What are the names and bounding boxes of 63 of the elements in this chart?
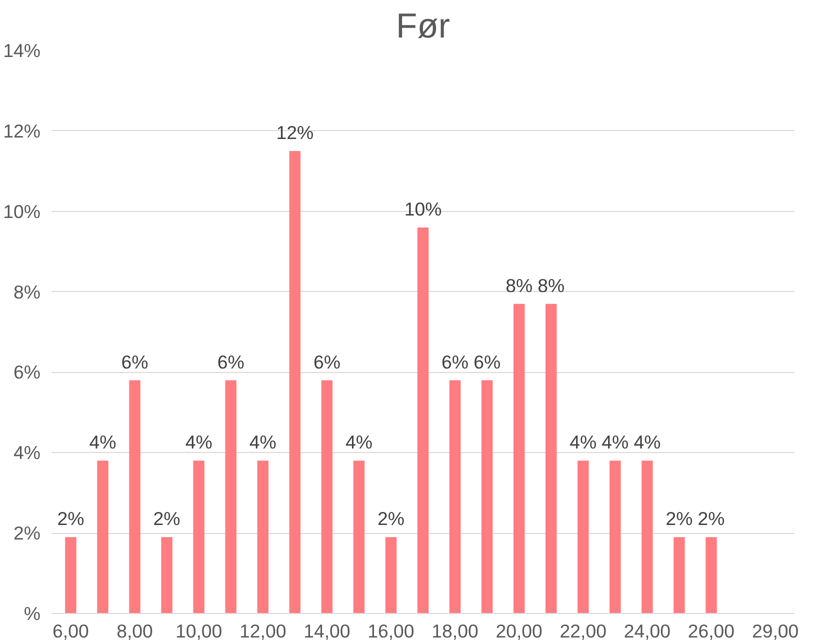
bar [706, 537, 717, 614]
y-tick-label: 14% [3, 40, 41, 61]
bar [417, 227, 429, 614]
data-label: 6% [217, 351, 244, 372]
x-tick-label: 14,00 [304, 620, 350, 640]
data-label: 6% [121, 351, 148, 372]
data-label: 4% [345, 432, 372, 453]
x-tick-label: 26,00 [688, 620, 735, 640]
bar [193, 460, 204, 614]
data-label: 6% [313, 351, 340, 372]
data-label: 4% [634, 432, 661, 453]
bar [257, 460, 268, 614]
bar [674, 537, 685, 614]
data-label: 4% [89, 432, 116, 453]
data-label: 4% [185, 432, 212, 453]
y-tick-label: 12% [3, 120, 41, 142]
data-label: 10% [404, 198, 442, 220]
x-tick-label: 6,00 [52, 620, 89, 640]
x-tick-label: 22,00 [560, 620, 606, 640]
data-label: 12% [276, 122, 314, 144]
bar [65, 537, 76, 614]
bar [642, 460, 653, 614]
y-tick-label: 6% [14, 362, 41, 383]
x-tick-label: 18,00 [432, 620, 478, 640]
data-label: 8% [538, 274, 565, 296]
y-tick-label: 10% [3, 200, 41, 222]
data-label: 6% [442, 351, 469, 372]
bar [385, 537, 397, 614]
y-tick-label: 2% [14, 522, 41, 544]
bar [546, 304, 557, 614]
bar [449, 380, 461, 614]
data-label: 4% [249, 432, 276, 453]
bar [481, 380, 493, 614]
chart-title: Før [396, 8, 450, 46]
data-label: 2% [698, 508, 725, 530]
bar [353, 460, 365, 614]
y-tick-label: 4% [14, 442, 41, 464]
x-tick-label: 16,00 [368, 620, 414, 640]
data-label: 8% [506, 274, 533, 296]
y-tick-label: 8% [14, 281, 41, 302]
bar [513, 304, 525, 614]
y-tick-label: % [24, 603, 41, 624]
x-tick-label: 29,00 [752, 620, 799, 640]
data-label: 2% [377, 508, 404, 530]
x-tick-label: 12,00 [240, 620, 286, 640]
x-tick-label: 10,00 [175, 620, 222, 640]
bar [225, 380, 236, 614]
bar [321, 380, 333, 614]
bar [97, 460, 108, 614]
data-label: 2% [153, 508, 180, 530]
data-label: 2% [666, 508, 693, 530]
data-label: 4% [602, 432, 629, 453]
x-tick-label: 20,00 [496, 620, 542, 640]
x-tick-label: 24,00 [624, 620, 671, 640]
data-label: 4% [570, 432, 597, 453]
bar [610, 460, 621, 614]
bar [161, 537, 172, 614]
data-label: 6% [474, 351, 501, 372]
data-label: 2% [57, 508, 84, 530]
bar [129, 380, 140, 614]
bar [578, 460, 589, 614]
bar [289, 151, 300, 614]
x-tick-label: 8,00 [116, 620, 153, 640]
